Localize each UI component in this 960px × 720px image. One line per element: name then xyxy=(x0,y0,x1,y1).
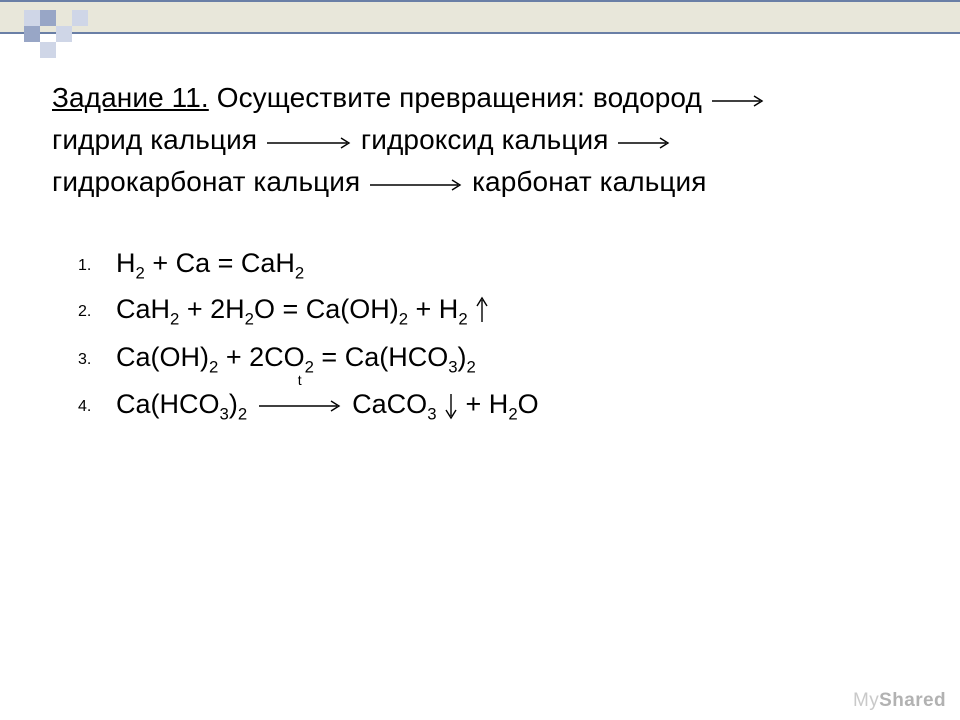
eq1-a: H xyxy=(116,248,136,278)
eq1-bsub: 2 xyxy=(295,263,304,282)
title-line2a: гидрид кальция xyxy=(52,124,257,155)
equation-1: H2 + Ca = CaH2 xyxy=(78,240,912,286)
eq3-bsub: 2 xyxy=(305,358,314,377)
down-arrow-icon xyxy=(444,382,458,428)
arrow-icon xyxy=(368,163,464,204)
eq2-d: + H xyxy=(408,294,458,324)
heat-annotation: t xyxy=(298,368,302,392)
eq4-a: Ca(HCO xyxy=(116,389,220,419)
arrow-icon xyxy=(616,121,672,162)
eq2-a: CaH xyxy=(116,294,170,324)
eq2-c: O = Ca(OH) xyxy=(254,294,399,324)
content: Задание 11. Осуществите превращения: вод… xyxy=(52,78,912,429)
eq2-bsub: 2 xyxy=(245,310,254,329)
eq3-csub: 3 xyxy=(448,358,457,377)
equation-2: CaH2 + 2H2O = Ca(OH)2 + H2 xyxy=(78,286,912,334)
task-title: Задание 11. Осуществите превращения: вод… xyxy=(52,78,912,204)
eq4-csub: 3 xyxy=(427,404,436,423)
eq2-dsub: 2 xyxy=(458,310,467,329)
eq3-dsub: 2 xyxy=(467,358,476,377)
slide: Задание 11. Осуществите превращения: вод… xyxy=(0,0,960,720)
eq2-csub: 2 xyxy=(399,310,408,329)
watermark: MyShared xyxy=(853,690,946,712)
eq4-e: O xyxy=(518,389,539,419)
equation-3: Ca(OH)2 + 2CO2 = Ca(HCO3)2 xyxy=(78,334,912,380)
eq3-a: Ca(OH) xyxy=(116,342,209,372)
title-line2b: гидроксид кальция xyxy=(361,124,609,155)
up-arrow-icon xyxy=(475,288,489,334)
decor-band xyxy=(0,2,960,32)
decor-line-bottom xyxy=(0,32,960,34)
eq4-dsub: 2 xyxy=(508,404,517,423)
eq1-b: + Ca = CaH xyxy=(145,248,295,278)
eq4-b: ) xyxy=(229,389,238,419)
heat-arrow-icon: t xyxy=(255,382,345,428)
eq4-c: CaCO xyxy=(352,389,427,419)
watermark-part2: Shared xyxy=(879,690,946,711)
eq2-b: + 2H xyxy=(179,294,244,324)
task-label: Задание 11. xyxy=(52,82,209,113)
title-line3a: гидрокарбонат кальция xyxy=(52,166,360,197)
eq3-c: = Ca(HCO xyxy=(314,342,448,372)
eq4-d: + H xyxy=(466,389,509,419)
eq3-d: ) xyxy=(458,342,467,372)
arrow-icon xyxy=(265,121,353,162)
equation-4: Ca(HCO3)2 t CaCO3 + H2O xyxy=(78,381,912,429)
eq1-asub: 2 xyxy=(136,263,145,282)
eq3-asub: 2 xyxy=(209,358,218,377)
eq2-asub: 2 xyxy=(170,310,179,329)
eq3-b: + 2CO xyxy=(218,342,304,372)
watermark-part1: My xyxy=(853,690,879,711)
equation-list: H2 + Ca = CaH2 CaH2 + 2H2O = Ca(OH)2 + H… xyxy=(52,240,912,429)
checker-sq xyxy=(40,42,56,58)
arrow-icon xyxy=(710,79,766,120)
title-line3b: карбонат кальция xyxy=(472,166,706,197)
eq4-bsub: 2 xyxy=(238,404,247,423)
title-rest: Осуществите превращения: водород xyxy=(217,82,702,113)
decor-top xyxy=(0,0,960,34)
eq4-asub: 3 xyxy=(220,404,229,423)
